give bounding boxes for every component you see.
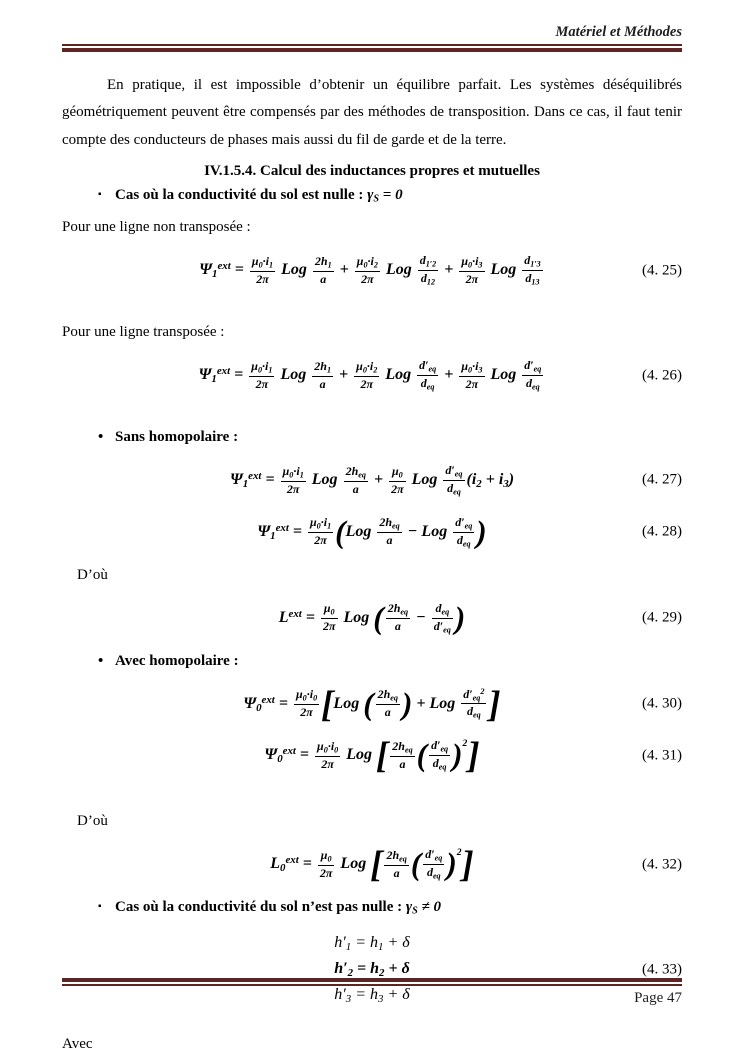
dou-label-2: D’où xyxy=(77,813,108,830)
equation-number: (4. 32) xyxy=(642,856,682,873)
bullet-math: γS = 0 xyxy=(367,186,403,205)
bullet-label: Cas où la conductivité du sol est nulle … xyxy=(115,186,368,203)
equation-line-3: h′3 = h3 + δ xyxy=(334,986,410,1006)
dou-label-1: D’où xyxy=(77,566,108,583)
equation-4-33: h′1 = h1 + δ h′2 = h2 + δ h′3 = h3 + δ (… xyxy=(62,933,682,1006)
equation-math: L0ext = μ0 2π Log [2heq a(d′eq deq)2] xyxy=(270,843,474,885)
round-bullet-icon: • xyxy=(98,652,104,669)
bullet-label: Sans homopolaire : xyxy=(115,428,239,445)
page-body: En pratique, il est impossible d’obtenir… xyxy=(0,72,745,1053)
square-bullet-icon: ▪ xyxy=(98,188,102,200)
header-rule-thin-line xyxy=(62,44,682,46)
equation-4-28: Ψ1ext = μ0·i1 2π (Log 2heq a − Log d′eq deq)… xyxy=(62,515,682,550)
equation-number: (4. 33) xyxy=(642,961,682,978)
equation-number: (4. 28) xyxy=(642,523,682,540)
lead-transposee: Pour une ligne transposée : xyxy=(62,324,225,341)
equation-4-30: Ψ0ext = μ0·i0 2π [Log (2heq a) + Log d′eq2 d… xyxy=(62,682,682,724)
equation-4-32: L0ext = μ0 2π Log [2heq a(d′eq deq)2] (4. 3… xyxy=(62,843,682,885)
bullet-text: Cas où la conductivité du sol est nulle … xyxy=(115,187,403,204)
bullet-conductivite-nulle: ▪ Cas où la conductivité du sol est null… xyxy=(62,187,682,204)
equation-4-25: Ψ1ext = μ0·i1 2π Log 2h1 a + μ0·i2 2π Log d… xyxy=(62,253,682,288)
bullet-label: Avec homopolaire : xyxy=(115,652,239,669)
bullet-math: γS ≠ 0 xyxy=(405,899,442,917)
equation-number: (4. 26) xyxy=(642,367,682,384)
header-rule xyxy=(62,44,682,52)
equation-math: Ψ1ext = μ0·i1 2π (Log 2heq a − Log d′eq deq) xyxy=(257,514,487,550)
equation-line-1: h′1 = h1 + δ xyxy=(334,934,410,954)
header-rule-thick-line xyxy=(62,48,682,52)
equation-math: Ψ1ext = μ0·i1 2π Log 2h1 a + μ0·i2 2π Log d… xyxy=(198,358,544,392)
equation-line-2: h′2 = h2 + δ xyxy=(334,960,410,980)
equation-number: (4. 29) xyxy=(642,609,682,626)
square-bullet-icon: ▪ xyxy=(98,901,102,913)
bullet-label: Cas où la conductivité du sol n’est pas … xyxy=(115,899,406,916)
bullet-conductivite-non-nulle: ▪ Cas où la conductivité du sol n’est pa… xyxy=(62,899,682,916)
page-number: Page 47 xyxy=(634,990,682,1006)
equation-4-27: Ψ1ext = μ0·i1 2π Log 2heq a + μ0 2π Log d′e… xyxy=(62,463,682,498)
intro-paragraph: En pratique, il est impossible d’obtenir… xyxy=(62,77,682,148)
equation-4-26: Ψ1ext = μ0·i1 2π Log 2h1 a + μ0·i2 2π Log d… xyxy=(62,358,682,393)
equation-math: Lext = μ0 2π Log (2heq a − deq d′eq) xyxy=(278,600,466,636)
equation-number: (4. 31) xyxy=(642,747,682,764)
header-title: Matériel et Méthodes xyxy=(555,24,682,40)
equation-number: (4. 27) xyxy=(642,471,682,488)
equation-math: Ψ1ext = μ0·i1 2π Log 2h1 a + μ0·i2 2π Log d… xyxy=(199,253,543,287)
equation-math: Ψ0ext = μ0·i0 2π [Log (2heq a) + Log d′eq2 d… xyxy=(243,682,501,724)
equation-4-31: Ψ0ext = μ0·i0 2π Log [2heq a(d′eq deq)2] (4… xyxy=(62,734,682,776)
equation-number: (4. 25) xyxy=(642,262,682,279)
equation-4-29: Lext = μ0 2π Log (2heq a − deq d′eq) (4. 29… xyxy=(62,601,682,636)
avec-label: Avec xyxy=(62,1036,93,1053)
equation-math: Ψ1ext = μ0·i1 2π Log 2heq a + μ0 2π Log d′e… xyxy=(229,462,515,497)
round-bullet-icon: • xyxy=(98,428,104,445)
section-heading: IV.1.5.4. Calcul des inductances propres… xyxy=(204,162,540,179)
footer-rule-thin-line xyxy=(62,984,682,986)
bullet-text: Cas où la conductivité du sol n’est pas … xyxy=(115,899,441,916)
bullet-sans-homopolaire: • Sans homopolaire : xyxy=(62,429,682,446)
equation-math: Ψ0ext = μ0·i0 2π Log [2heq a(d′eq deq)2] xyxy=(264,734,480,776)
page-footer: Page 47 xyxy=(62,978,682,1007)
footer-rule xyxy=(62,978,682,986)
footer-rule-thick-line xyxy=(62,978,682,982)
header-rule-gap xyxy=(62,46,682,48)
page-header: Matériel et Méthodes xyxy=(0,0,745,52)
footer-rule-gap xyxy=(62,982,682,984)
lead-non-transposee: Pour une ligne non transposée : xyxy=(62,219,251,236)
bullet-avec-homopolaire: • Avec homopolaire : xyxy=(62,653,682,670)
equation-number: (4. 30) xyxy=(642,695,682,712)
